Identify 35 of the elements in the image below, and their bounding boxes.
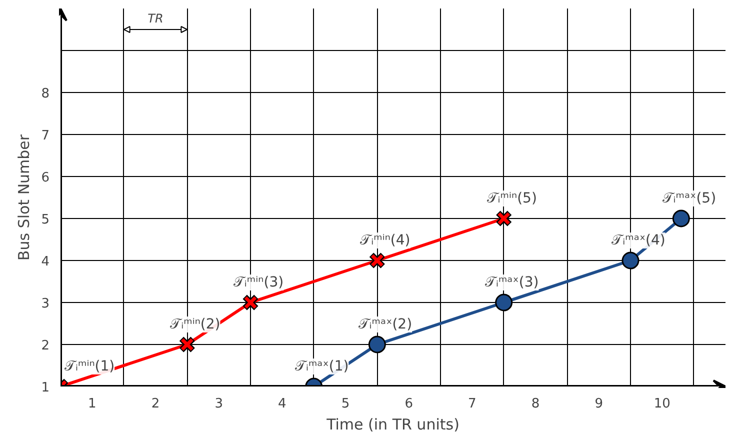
x-tick-label: 3: [214, 396, 223, 412]
x-tick-label: 6: [404, 396, 413, 412]
y-axis-title: Bus Slot Number: [15, 134, 34, 261]
annotation: 𝒯ᵢᵐᵃˣ(1): [294, 358, 349, 374]
x-tick-label: 8: [531, 396, 540, 412]
y-tick-label: 8: [41, 86, 50, 102]
annotation: 𝒯ᵢᵐⁱⁿ(2): [170, 316, 220, 332]
point: [368, 336, 386, 354]
x-tick-label: 10: [654, 396, 670, 412]
x-tick-label: 4: [278, 396, 286, 412]
y-tick-label: 4: [41, 254, 50, 270]
x-tick-label: 7: [468, 396, 476, 412]
point: [495, 294, 513, 312]
annotation: TR: [148, 12, 164, 26]
annotation: 𝒯ᵢᵐᵃˣ(4): [612, 232, 666, 248]
y-tick-label: 1: [41, 380, 50, 396]
x-axis-title: Time (in TR units): [326, 416, 460, 434]
y-tick-label: 3: [41, 296, 50, 312]
annotation: 𝒯ᵢᵐᵃˣ(5): [662, 190, 716, 206]
point: [672, 210, 690, 228]
annotation: 𝒯ᵢᵐⁱⁿ(5): [486, 190, 537, 206]
y-tick-label: 6: [41, 170, 50, 186]
annotation: 𝒯ᵢᵐⁱⁿ(4): [360, 232, 410, 248]
annotation: 𝒯ᵢᵐⁱⁿ(1): [64, 358, 115, 374]
x-tick-label: 9: [594, 396, 603, 412]
annotation: 𝒯ᵢᵐᵃˣ(2): [358, 316, 412, 332]
y-tick-label: 2: [41, 338, 50, 354]
x-tick-label: 5: [341, 396, 350, 412]
point: [622, 252, 640, 270]
x-tick-label: 1: [88, 396, 96, 412]
annotation: 𝒯ᵢᵐⁱⁿ(3): [233, 274, 284, 290]
y-tick-label: 7: [41, 128, 50, 144]
y-tick-label: 5: [41, 212, 50, 228]
x-tick-label: 2: [151, 396, 160, 412]
annotation: 𝒯ᵢᵐᵃˣ(3): [484, 274, 539, 290]
